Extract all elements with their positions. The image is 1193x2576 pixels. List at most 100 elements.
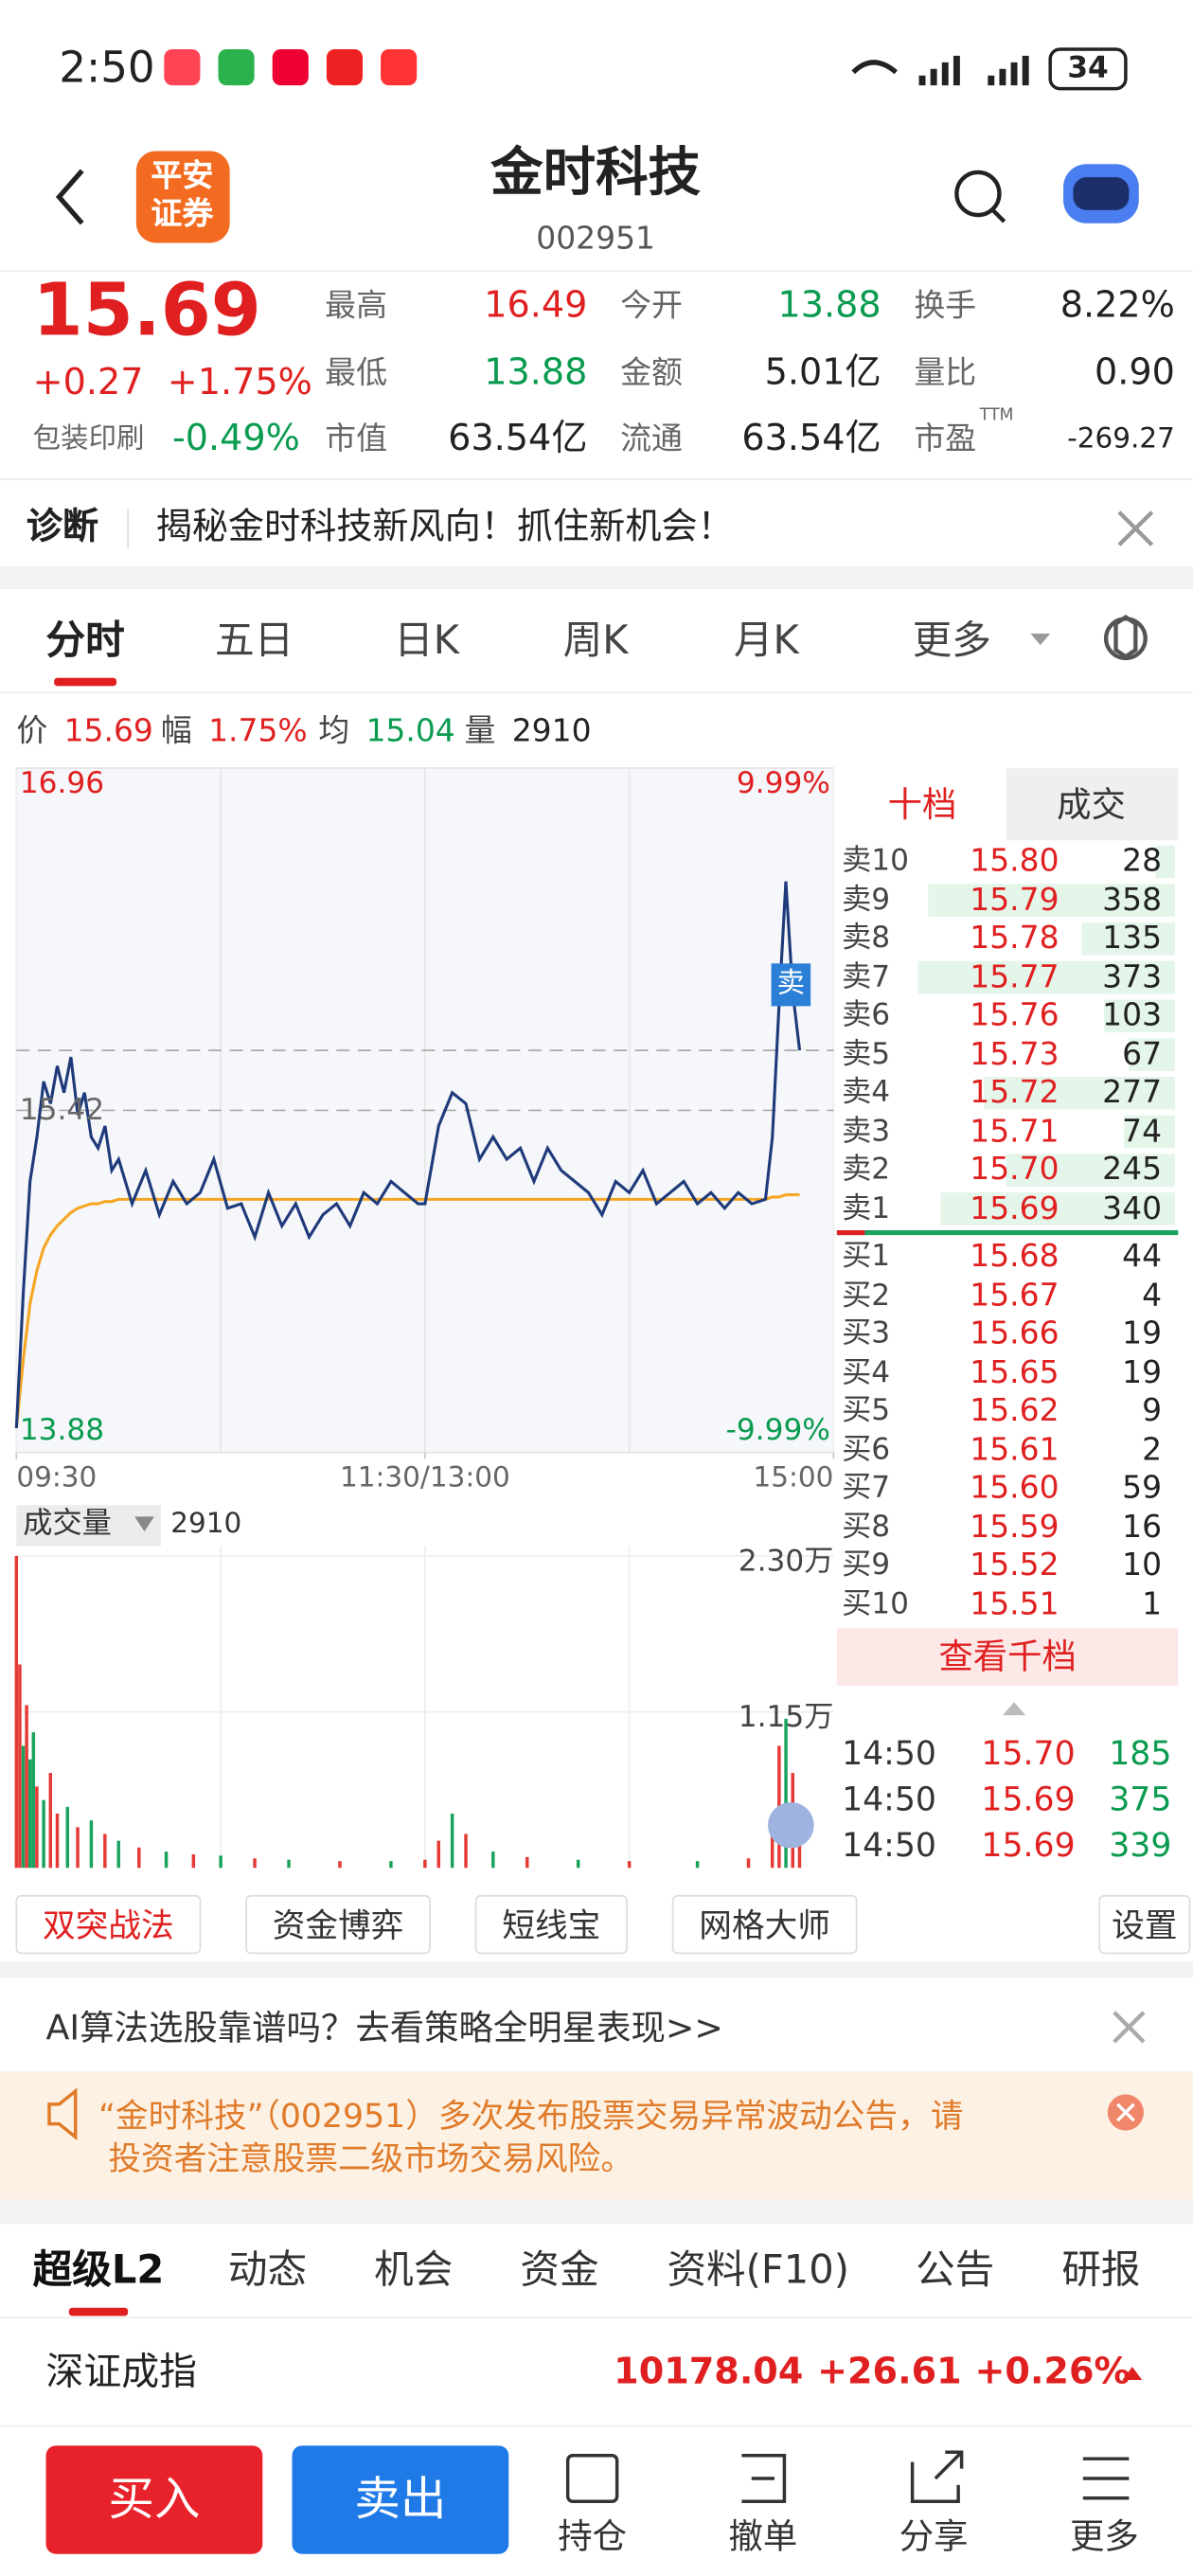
book-qty: 135 <box>1102 920 1163 957</box>
stat-label: 换手 <box>914 288 977 325</box>
volume-selector-bg[interactable] <box>16 1505 161 1547</box>
trade-price: 15.70 <box>981 1733 1076 1773</box>
chart-tab[interactable]: 更多 <box>912 617 991 664</box>
dropdown-icon <box>1030 633 1051 646</box>
avg-line <box>14 1192 800 1429</box>
tool-label[interactable]: 设置 <box>1112 1905 1178 1945</box>
close-icon[interactable] <box>1117 510 1154 546</box>
book-tab[interactable]: 成交 <box>1057 785 1126 825</box>
sell-button-bg[interactable] <box>292 2445 509 2554</box>
stat-value: -269.27 <box>1067 422 1175 456</box>
info-tab[interactable]: 超级L2 <box>32 2246 165 2294</box>
index-name: 深证成指 <box>45 2351 197 2394</box>
book-label: 卖2 <box>842 1152 891 1188</box>
search-icon[interactable] <box>954 170 1002 218</box>
trade-price: 15.69 <box>981 1779 1076 1819</box>
signal-icon <box>918 55 1029 86</box>
y-tick-label: 2.30万 <box>738 1544 834 1580</box>
stat-sup: TTM <box>979 406 1014 425</box>
book-qty: 16 <box>1122 1508 1163 1545</box>
app-icon <box>326 48 364 86</box>
info-tab[interactable]: 资料(F10) <box>667 2246 849 2294</box>
tool-label[interactable]: 网格大师 <box>699 1905 830 1945</box>
stat-value: 0.90 <box>1095 352 1175 394</box>
nav-item[interactable]: 持仓 <box>558 2516 628 2557</box>
book-price: 15.68 <box>970 1238 1059 1275</box>
tool-label[interactable]: 双突战法 <box>43 1905 174 1945</box>
app-icon <box>272 48 309 86</box>
book-tab[interactable]: 十档 <box>887 785 957 825</box>
tab-bg <box>1006 768 1179 841</box>
chart-tab[interactable]: 月K <box>733 617 799 664</box>
info-tab[interactable]: 研报 <box>1061 2246 1141 2294</box>
depth-bar <box>917 960 1175 994</box>
tool-button <box>1098 1894 1191 1955</box>
wifi-icon <box>851 60 898 75</box>
price: 15.69 <box>32 269 261 353</box>
buy-button-bg[interactable] <box>45 2445 263 2554</box>
book-label: 卖1 <box>842 1190 891 1225</box>
stat-label: 最低 <box>325 355 388 392</box>
tab-underline <box>54 677 117 687</box>
separator <box>0 2199 1193 2225</box>
tool-label[interactable]: 短线宝 <box>502 1905 601 1945</box>
chart-tab[interactable]: 日K <box>394 617 460 664</box>
pct-label: -9.99% <box>725 1413 830 1448</box>
nav-icon <box>741 2453 787 2503</box>
info-tab[interactable]: 资金 <box>520 2246 599 2294</box>
tool-label[interactable]: 资金博弈 <box>272 1905 404 1945</box>
nav-item[interactable]: 撤单 <box>728 2516 798 2557</box>
y-tick-label: 16.96 <box>19 766 105 801</box>
book-qty: 28 <box>1122 842 1163 880</box>
info-label: 量 <box>464 713 496 750</box>
nav-item[interactable]: 更多 <box>1069 2516 1139 2557</box>
stat-label: 市盈 <box>914 420 977 457</box>
book-price: 15.77 <box>970 958 1059 995</box>
pct-label: 9.99% <box>736 766 830 801</box>
back-icon[interactable] <box>55 169 84 225</box>
book-price: 15.67 <box>970 1277 1059 1314</box>
volume-bar <box>784 1718 788 1869</box>
sector-pct: -0.49% <box>171 418 300 460</box>
chart-tab[interactable]: 周K <box>562 617 629 664</box>
diagnosis-text[interactable]: 揭秘金时科技新风向！抓住新机会！ <box>155 507 734 548</box>
close-icon <box>1116 2102 1135 2122</box>
book-qty: 277 <box>1102 1074 1163 1111</box>
book-price: 15.73 <box>970 1035 1059 1072</box>
nav-item[interactable]: 分享 <box>899 2516 969 2557</box>
book-price: 15.72 <box>970 1074 1059 1111</box>
chart-tab[interactable]: 五日 <box>215 617 294 664</box>
book-price: 15.71 <box>970 1113 1059 1150</box>
collapse-icon[interactable] <box>1002 1702 1026 1716</box>
chart-tab[interactable]: 分时 <box>45 617 125 664</box>
book-label: 卖8 <box>842 921 891 956</box>
book-price: 15.65 <box>970 1353 1059 1390</box>
sell-button[interactable]: 卖出 <box>354 2472 447 2527</box>
depth-bar <box>928 884 1175 917</box>
info-tab[interactable]: 动态 <box>227 2246 308 2294</box>
book-label: 买8 <box>842 1509 891 1544</box>
separator <box>0 1961 1193 1978</box>
trade-time: 14:50 <box>842 1733 936 1773</box>
buy-button[interactable]: 买入 <box>108 2472 201 2527</box>
book-qty: 2 <box>1142 1431 1163 1468</box>
book-label: 买1 <box>842 1239 891 1274</box>
depth-button-bg[interactable] <box>836 1628 1179 1686</box>
info-tab[interactable]: 公告 <box>916 2246 995 2294</box>
settings-icon[interactable] <box>1113 615 1138 659</box>
depth-bar <box>1006 1154 1175 1188</box>
index-change: +26.61 <box>817 2352 962 2393</box>
diagnosis-label: 诊断 <box>26 507 99 548</box>
depth-button[interactable]: 查看千档 <box>938 1637 1077 1677</box>
index-value: 10178.04 <box>614 2352 804 2393</box>
battery-icon <box>1048 47 1128 91</box>
book-price: 15.60 <box>970 1469 1059 1507</box>
trade-price: 15.69 <box>981 1825 1076 1865</box>
volume-bar <box>27 1759 32 1869</box>
info-tab[interactable]: 机会 <box>374 2246 454 2294</box>
volume-label[interactable]: 成交量 <box>23 1506 112 1542</box>
settings-icon <box>1103 617 1148 661</box>
ai-banner[interactable]: AI算法选股靠谱吗？去看策略全明星表现>> <box>45 2008 723 2048</box>
close-icon[interactable] <box>1113 2011 1146 2044</box>
volume-bar <box>14 1555 19 1869</box>
